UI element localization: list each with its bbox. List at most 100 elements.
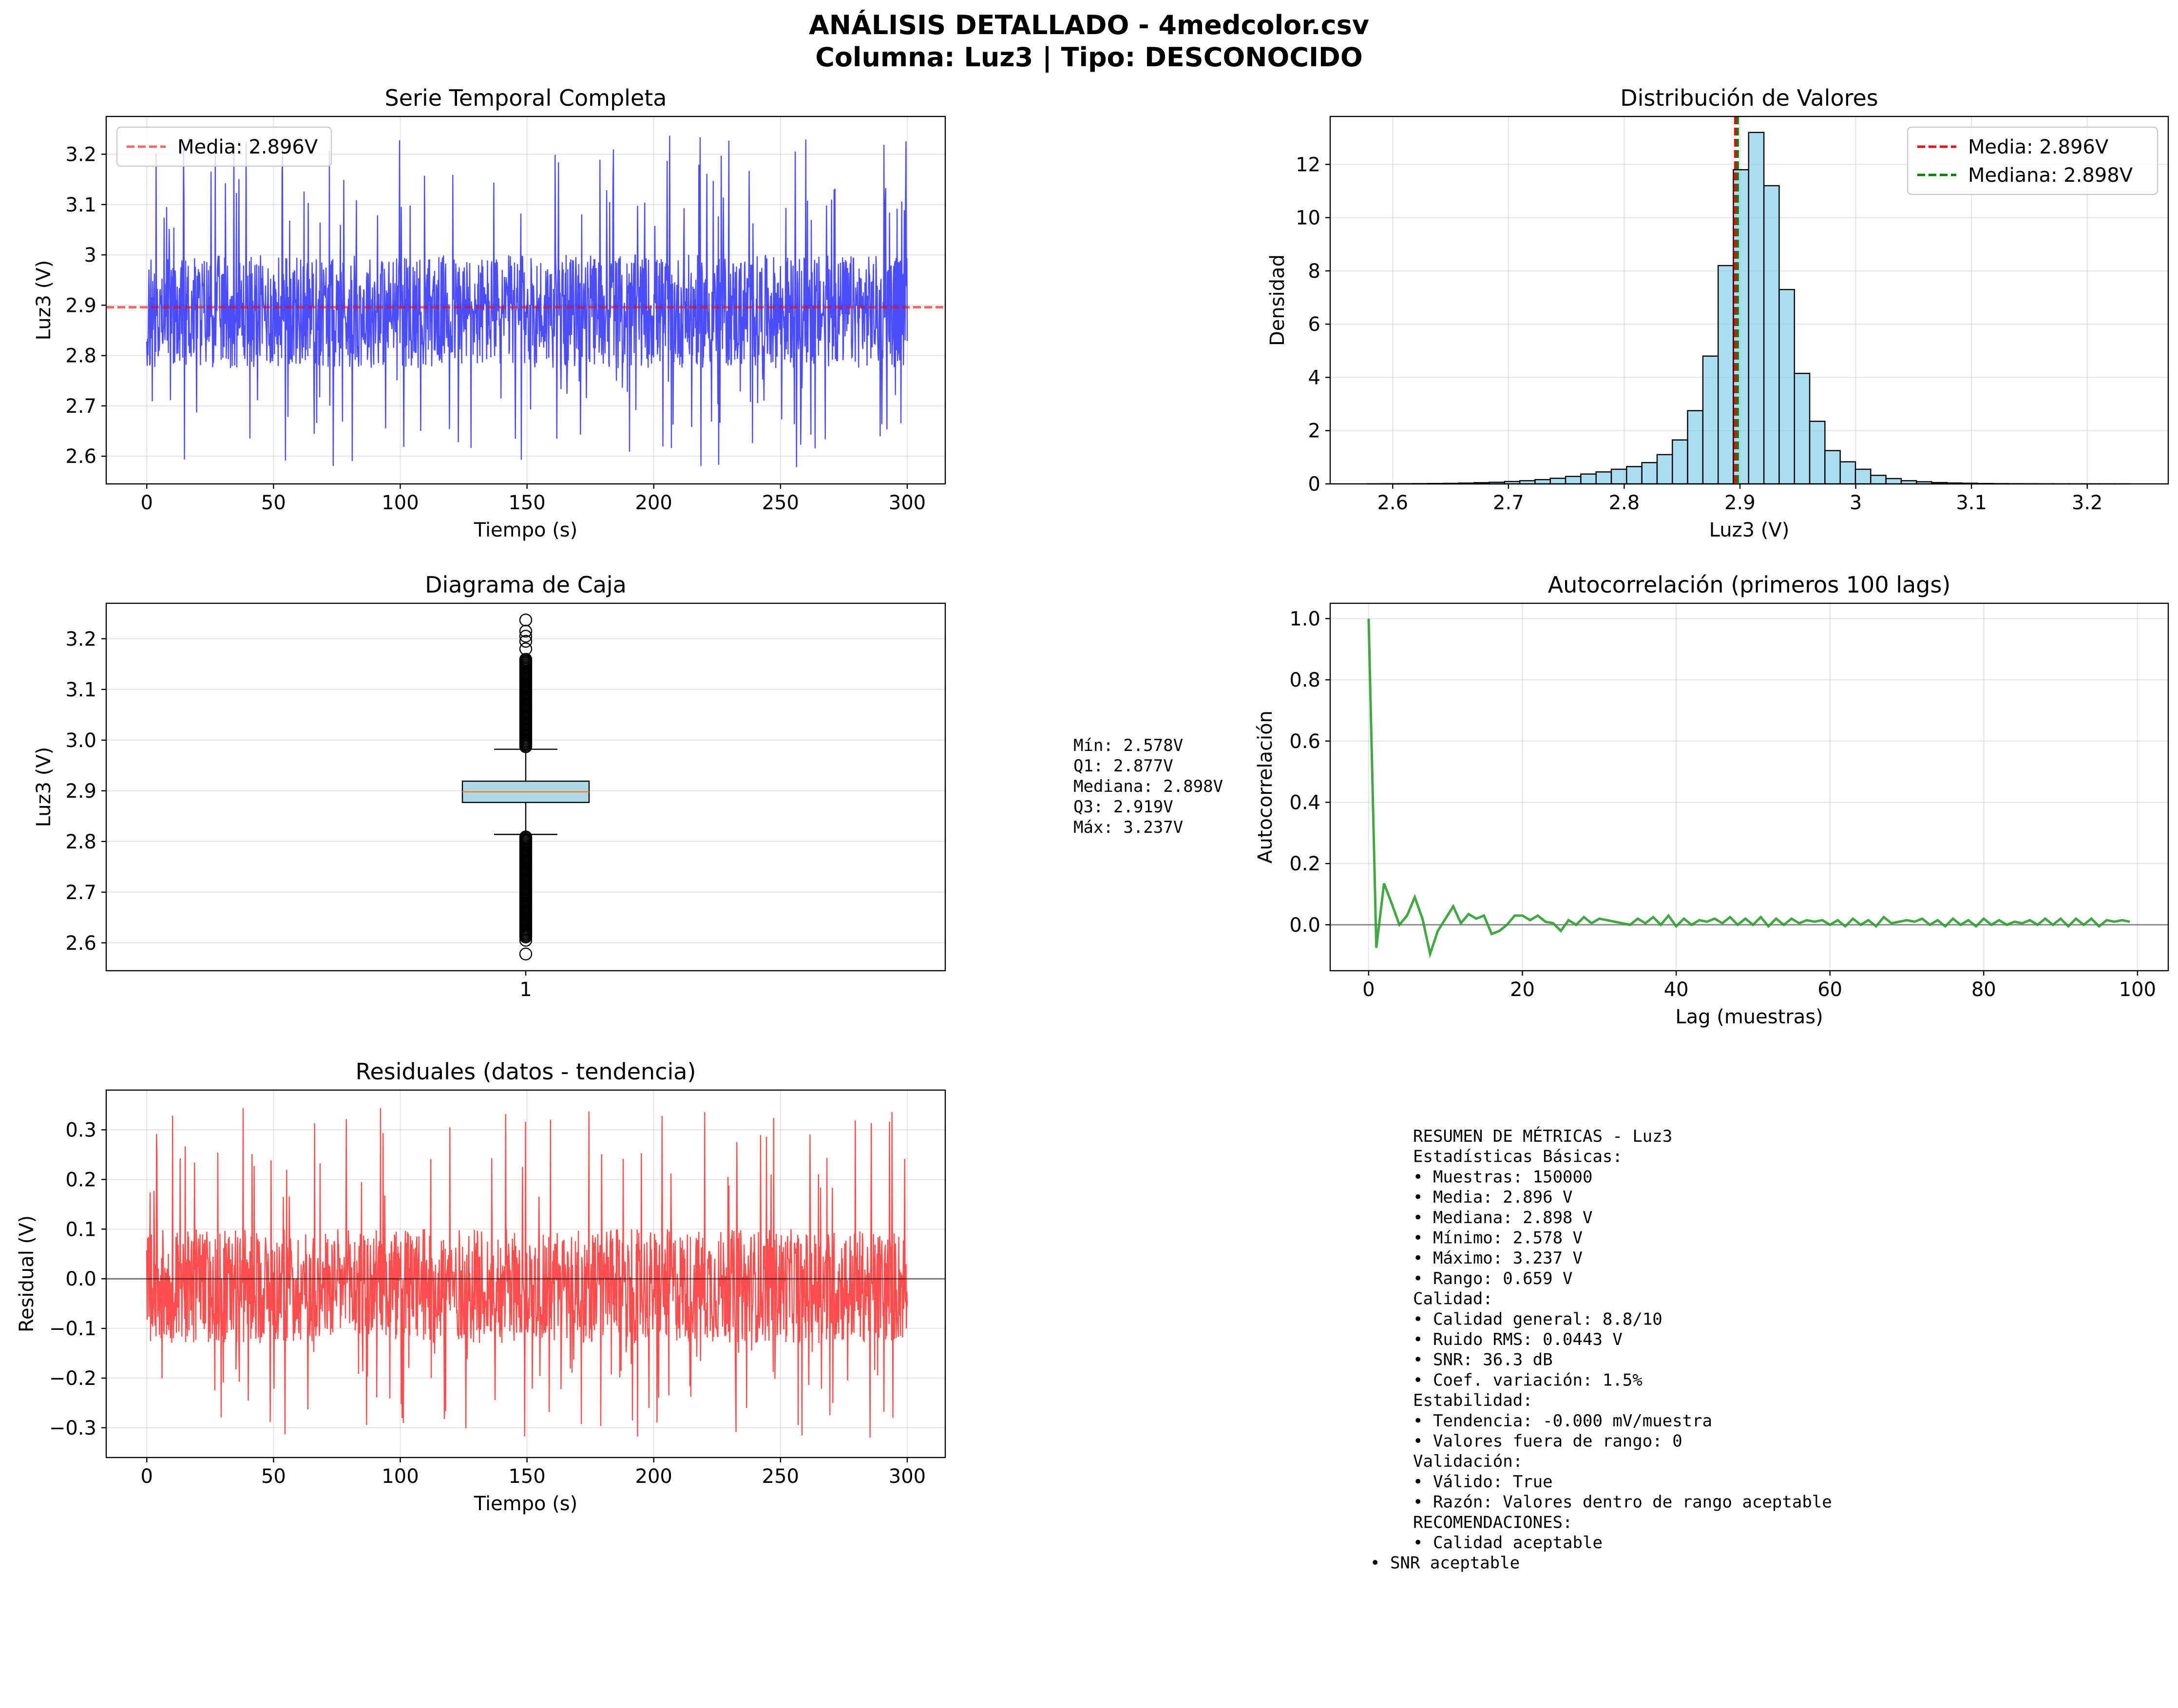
x-tick-label: 3 <box>1850 492 1862 514</box>
y-tick-label: 3.2 <box>65 143 96 166</box>
x-tick-label: 2.6 <box>1377 492 1408 514</box>
x-tick-label: 250 <box>762 492 799 514</box>
x-axis-label: Tiempo (s) <box>474 1493 578 1515</box>
outlier-point <box>519 642 533 655</box>
y-tick-label: 0.2 <box>1289 853 1320 875</box>
y-axis-label: Luz3 (V) <box>33 260 55 341</box>
x-axis-label: Lag (muestras) <box>1675 1006 1823 1028</box>
summary-line: Estabilidad: <box>1413 1391 1533 1410</box>
histogram-bar <box>1687 410 1704 485</box>
histogram-bar <box>1717 265 1734 485</box>
histogram-bar <box>1549 478 1567 485</box>
legend-label: Media: 2.896V <box>177 136 318 158</box>
y-tick-label: 3.0 <box>65 729 96 752</box>
y-tick-label: 8 <box>1308 260 1320 283</box>
box-stats-line: Máx: 3.237V <box>1073 818 1183 837</box>
summary-line: Validación: <box>1413 1452 1523 1471</box>
x-tick-label: 0 <box>141 1465 153 1488</box>
summary-line: Calidad: <box>1413 1289 1493 1309</box>
histogram-bar <box>1839 461 1856 485</box>
chart-title: Distribución de Valores <box>1620 85 1878 111</box>
x-tick-label: 40 <box>1664 979 1689 1001</box>
box-stats-line: Mín: 2.578V <box>1073 736 1183 755</box>
x-tick-label: 2.9 <box>1724 492 1756 514</box>
histogram-bar <box>1870 475 1887 485</box>
chart-title: Diagrama de Caja <box>425 572 627 598</box>
legend-label: Media: 2.896V <box>1968 136 2109 158</box>
histogram-bar <box>1809 421 1826 485</box>
chart-timeseries: 0 50 100 150 200 250 300 2.6 2.7 2.8 2.9 3 3.1 3.2 Ser… <box>33 85 946 541</box>
outlier-point <box>519 630 533 643</box>
axes-frame <box>1329 602 2169 972</box>
y-axis-label: Luz3 (V) <box>33 747 55 827</box>
box-stats-line: Mediana: 2.898V <box>1073 777 1223 796</box>
metrics-summary: RESUMEN DE MÉTRICAS - Luz3 Estadísticas B… <box>1370 1126 1832 1573</box>
y-tick-label: −0.3 <box>49 1417 96 1439</box>
histogram-bar <box>1656 454 1673 485</box>
summary-line: • Muestras: 150000 <box>1413 1167 1592 1187</box>
chart-title: Serie Temporal Completa <box>385 85 667 111</box>
outlier-point <box>519 930 533 944</box>
y-tick-label: −0.2 <box>49 1367 96 1390</box>
y-tick-label: 0 <box>1308 473 1320 496</box>
y-tick-label: 0.0 <box>1289 914 1320 937</box>
y-tick-label: 0.4 <box>1289 791 1320 814</box>
summary-line: RECOMENDACIONES: <box>1413 1513 1573 1532</box>
summary-line: Estadísticas Básicas: <box>1413 1147 1623 1167</box>
x-tick-label: 0 <box>141 492 153 514</box>
summary-line: • Calidad general: 8.8/10 <box>1413 1309 1662 1329</box>
chart-title: Autocorrelación (primeros 100 lags) <box>1548 572 1951 598</box>
summary-line: • Valores fuera de rango: 0 <box>1413 1432 1682 1451</box>
histogram-bar <box>1565 476 1582 485</box>
histogram-bar <box>1595 471 1612 485</box>
y-tick-label: 0.1 <box>65 1218 96 1241</box>
x-tick-label: 20 <box>1510 979 1535 1001</box>
figure-subtitle: Columna: Luz3 | Tipo: DESCONOCIDO <box>815 42 1363 73</box>
histogram-bar <box>1778 288 1795 485</box>
histogram-bar <box>1534 479 1551 485</box>
summary-line: • Coef. variación: 1.5% <box>1413 1370 1643 1390</box>
axes-frame <box>105 115 946 485</box>
x-tick-label: 150 <box>508 492 545 514</box>
x-tick-label: 2.7 <box>1493 492 1524 514</box>
y-tick-label: −0.1 <box>49 1318 96 1340</box>
histogram-bar <box>1824 450 1841 485</box>
y-axis-label: Residual (V) <box>16 1215 38 1332</box>
legend-box <box>1907 126 2159 195</box>
y-tick-label: 0.8 <box>1289 669 1320 691</box>
x-tick-label: 50 <box>261 1465 286 1488</box>
axes-frame <box>1329 115 2169 485</box>
chart-residuals: 0 50 100 150 200 250 300 −0.3 −0.2 −0.1 0.0 0.1 0.2 0… <box>16 1058 946 1515</box>
x-tick-label: 80 <box>1971 979 1996 1001</box>
histogram-bar <box>1885 478 1902 485</box>
summary-line: • Máximo: 3.237 V <box>1413 1248 1583 1268</box>
y-tick-label: 3.2 <box>65 628 96 651</box>
x-tick-label: 3.1 <box>1956 492 1987 514</box>
summary-line: • SNR: 36.3 dB <box>1413 1350 1553 1370</box>
axes-frame <box>105 1089 946 1459</box>
x-tick-label: 100 <box>382 1465 419 1488</box>
summary-line: • Razón: Valores dentro de rango aceptab… <box>1413 1493 1832 1512</box>
series-line <box>146 135 908 467</box>
summary-line: • Válido: True <box>1413 1472 1553 1492</box>
x-tick-label: 50 <box>261 492 286 514</box>
histogram-bar <box>1610 468 1627 485</box>
chart-histogram: 2.6 2.7 2.8 2.9 3 3.1 3.2 0 2 4 6 8 10 12 Distribución… <box>1266 85 2169 541</box>
summary-line: • SNR aceptable <box>1370 1554 1520 1573</box>
x-tick-label: 200 <box>635 492 672 514</box>
y-tick-label: 0.0 <box>65 1268 96 1290</box>
y-tick-label: 12 <box>1296 154 1320 176</box>
y-tick-label: 2.6 <box>65 932 96 955</box>
histogram-bar <box>1748 132 1765 485</box>
summary-line: • Mediana: 2.898 V <box>1413 1208 1592 1228</box>
box-stats-line: Q3: 2.919V <box>1073 797 1173 817</box>
y-tick-label: 2.7 <box>65 395 96 418</box>
summary-line: RESUMEN DE MÉTRICAS - Luz3 <box>1413 1126 1672 1146</box>
x-tick-label: 150 <box>508 1465 545 1488</box>
summary-line: • Tendencia: -0.000 mV/muestra <box>1413 1411 1712 1431</box>
x-tick-label: 1 <box>519 979 532 1001</box>
figure-title: ANÁLISIS DETALLADO - 4medcolor.csv <box>809 10 1369 40</box>
histogram-bar <box>1626 466 1643 485</box>
chart-title: Residuales (datos - tendencia) <box>356 1058 696 1085</box>
